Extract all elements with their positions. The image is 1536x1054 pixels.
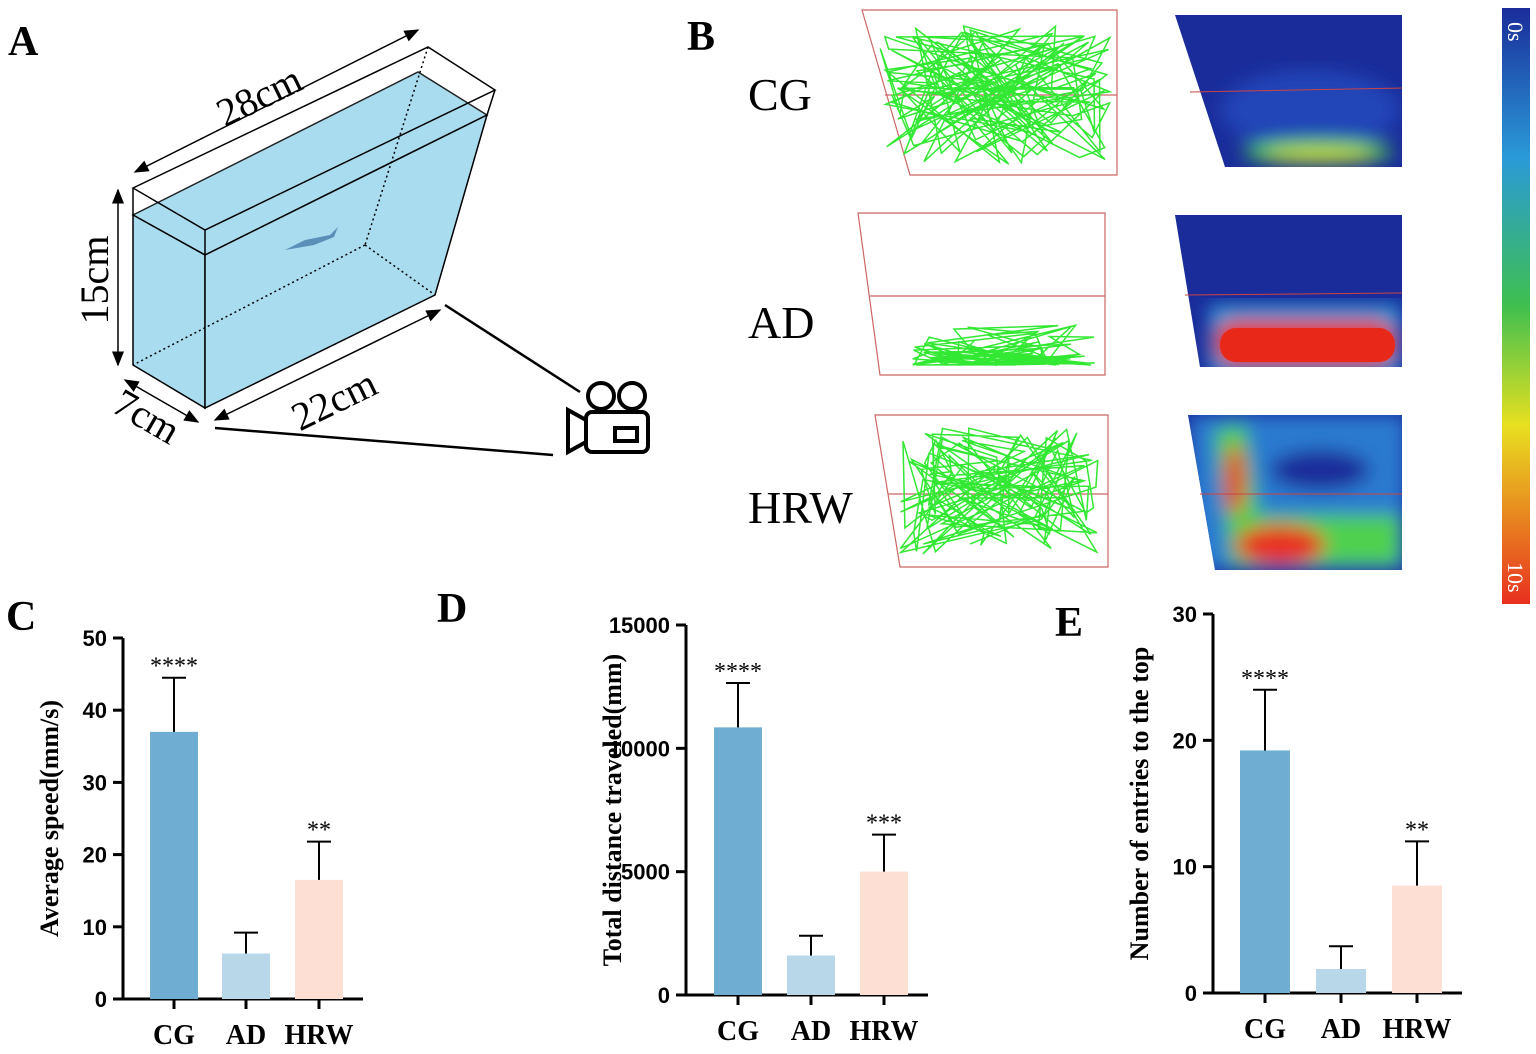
x-tick-label: AD (791, 1016, 831, 1047)
error-bar (726, 681, 750, 728)
bar (787, 955, 835, 995)
bar (150, 731, 198, 999)
group-label: CG (748, 69, 812, 120)
y-tick-label: 10 (1173, 855, 1197, 880)
y-tick-label: 0 (95, 987, 107, 1012)
bar (1316, 968, 1366, 993)
error-bar (1329, 945, 1353, 969)
error-bar (234, 931, 258, 954)
x-tick-label: AD (1321, 1014, 1361, 1045)
x-tick-label: AD (226, 1020, 266, 1051)
error-bar (1405, 840, 1429, 886)
bar (222, 953, 270, 999)
x-tick-label: CG (153, 1020, 195, 1051)
bar (295, 879, 343, 999)
y-tick-label: 10 (83, 915, 107, 940)
panel-label: D (437, 586, 467, 632)
y-tick-label: 30 (83, 770, 107, 795)
error-bar (872, 833, 896, 872)
y-tick-label: 40 (83, 698, 107, 723)
y-axis-label: Number of entries to the top (1125, 647, 1154, 961)
bar (860, 871, 908, 995)
bar (1392, 885, 1442, 993)
dim-label: 22cm (284, 360, 384, 439)
dim-label: 28cm (209, 56, 309, 135)
trajectory (898, 427, 1099, 555)
y-axis-label: Total distance traveled(mm) (598, 654, 627, 966)
panel-label: B (687, 14, 715, 60)
x-tick-label: HRW (849, 1016, 918, 1047)
significance: ** (307, 818, 331, 844)
significance: **** (714, 659, 762, 685)
x-tick-label: CG (1244, 1014, 1286, 1045)
significance: ** (1405, 817, 1429, 843)
y-tick-label: 30 (1173, 602, 1197, 627)
x-tick-label: CG (717, 1016, 759, 1047)
panel-label: A (8, 19, 39, 65)
y-tick-label: 10000 (609, 736, 670, 761)
error-bar (799, 934, 823, 956)
dim-label: 15cm (72, 236, 117, 325)
y-axis-label: Average speed(mm/s) (35, 700, 64, 937)
y-tick-label: 50 (83, 626, 107, 651)
significance: *** (866, 811, 902, 837)
panel-label: C (6, 594, 36, 640)
error-bar (307, 840, 331, 880)
bar (1240, 750, 1290, 993)
y-tick-label: 20 (83, 843, 107, 868)
y-tick-label: 0 (1185, 981, 1197, 1006)
x-tick-label: HRW (1382, 1014, 1451, 1045)
trajectories (857, 9, 1118, 568)
colorbar-label: 10s (1503, 562, 1528, 593)
error-bar (162, 676, 186, 732)
group-label: AD (748, 297, 814, 348)
group-label: HRW (748, 482, 853, 533)
y-tick-label: 0 (658, 983, 670, 1008)
y-tick-label: 15000 (609, 613, 670, 638)
bar (714, 727, 762, 995)
y-tick-label: 5000 (621, 860, 670, 885)
error-bar (1253, 688, 1277, 751)
significance: **** (1241, 666, 1289, 692)
tank (112, 29, 650, 457)
x-tick-label: HRW (284, 1020, 353, 1051)
panel-label: E (1055, 600, 1083, 646)
colorbar (1502, 8, 1530, 604)
significance: **** (150, 654, 198, 680)
y-tick-label: 20 (1173, 728, 1197, 753)
heatmaps (1175, 8, 1530, 604)
trajectory (912, 323, 1095, 367)
trajectory (879, 24, 1113, 165)
colorbar-label: 0s (1503, 22, 1528, 42)
